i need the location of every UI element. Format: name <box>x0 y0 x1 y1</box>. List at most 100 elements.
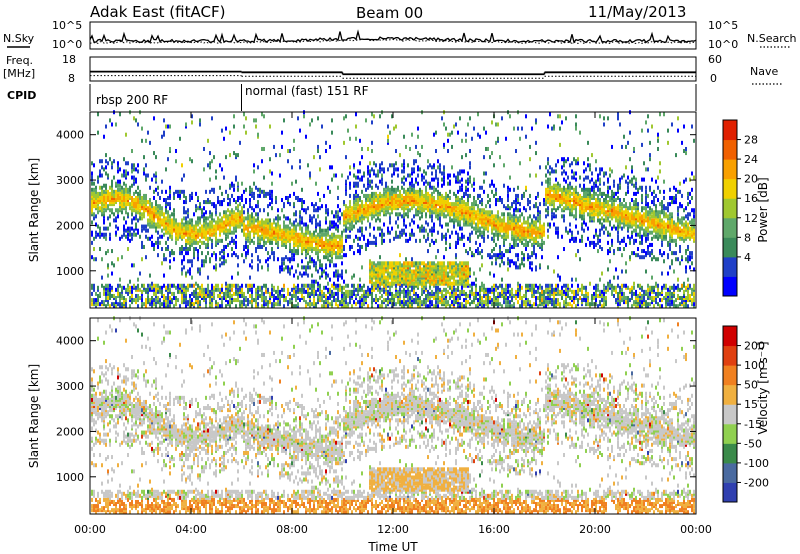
power-cell <box>461 273 463 278</box>
power-cell <box>499 195 501 200</box>
power-cell <box>99 191 101 196</box>
power-cell <box>91 298 93 303</box>
power-cell <box>363 193 365 198</box>
power-cell <box>121 304 123 309</box>
power-cell <box>287 224 289 229</box>
power-cell <box>461 234 463 239</box>
power-cell <box>257 220 259 225</box>
power-cell <box>429 163 431 168</box>
power-cell <box>445 222 447 227</box>
power-cell <box>281 240 283 245</box>
power-cell <box>421 267 423 272</box>
power-cell <box>131 263 133 268</box>
power-cell <box>261 287 263 292</box>
power-cell <box>231 287 233 292</box>
power-cell <box>361 302 363 307</box>
power-cell <box>145 202 147 207</box>
power-cell <box>281 130 283 135</box>
power-cell <box>349 216 351 221</box>
power-cell <box>255 289 257 294</box>
power-cell <box>443 302 445 307</box>
power-cell <box>115 189 117 194</box>
power-cell <box>435 269 437 274</box>
power-cell <box>201 293 203 298</box>
power-cell <box>383 193 385 198</box>
power-cell <box>443 214 445 219</box>
power-cell <box>245 224 247 229</box>
power-cell <box>349 222 351 227</box>
power-cell <box>139 234 141 239</box>
power-cell <box>431 232 433 237</box>
power-cell <box>289 244 291 249</box>
power-cell <box>401 198 403 203</box>
power-cell <box>417 173 419 178</box>
power-cell <box>501 234 503 239</box>
power-cell <box>95 191 97 196</box>
power-cell <box>401 202 403 207</box>
power-cell <box>449 242 451 247</box>
power-cell <box>393 202 395 207</box>
power-cell <box>183 265 185 270</box>
power-cell <box>359 244 361 249</box>
power-cell <box>369 212 371 217</box>
power-cell <box>277 240 279 245</box>
power-cell <box>475 230 477 235</box>
power-cell <box>323 269 325 274</box>
power-cell <box>433 224 435 229</box>
power-cell <box>397 195 399 200</box>
power-cell <box>495 242 497 247</box>
power-cell <box>283 226 285 231</box>
power-cell <box>209 236 211 241</box>
power-cell <box>435 208 437 213</box>
power-cell <box>319 220 321 225</box>
power-cell <box>461 283 463 288</box>
power-cell <box>191 195 193 200</box>
power-cell <box>187 269 189 274</box>
power-cell <box>403 261 405 266</box>
power-cell <box>439 216 441 221</box>
power-cell <box>501 291 503 296</box>
power-cell <box>477 247 479 252</box>
power-cell <box>187 259 189 264</box>
power-cell <box>399 296 401 301</box>
power-cell <box>397 204 399 209</box>
power-cell <box>97 175 99 180</box>
power-cell <box>465 296 467 301</box>
power-cell <box>473 220 475 225</box>
power-cell <box>363 293 365 298</box>
power-cell <box>157 240 159 245</box>
power-cell <box>271 193 273 198</box>
power-cell <box>431 263 433 268</box>
power-cell <box>281 230 283 235</box>
power-cell <box>361 177 363 182</box>
power-cell <box>295 304 297 309</box>
power-cell <box>451 267 453 272</box>
power-cell <box>357 214 359 219</box>
power-cell <box>373 298 375 303</box>
power-cell <box>287 216 289 221</box>
power-cell <box>183 228 185 233</box>
power-cell <box>299 240 301 245</box>
power-cell <box>109 157 111 162</box>
power-cell <box>117 291 119 296</box>
power-cell <box>383 212 385 217</box>
power-cell <box>221 289 223 294</box>
power-cell <box>263 283 265 288</box>
power-cell <box>337 214 339 219</box>
power-cell <box>445 275 447 280</box>
power-cell <box>335 273 337 278</box>
power-cell <box>129 238 131 243</box>
power-cell <box>255 118 257 123</box>
power-cell <box>157 224 159 229</box>
power-cell <box>319 291 321 296</box>
power-cell <box>145 298 147 303</box>
power-cell <box>155 177 157 182</box>
power-cell <box>399 200 401 205</box>
power-cell <box>447 175 449 180</box>
power-cell <box>379 202 381 207</box>
power-cell <box>383 167 385 172</box>
power-cell <box>175 220 177 225</box>
power-cell <box>301 259 303 264</box>
power-cell <box>175 228 177 233</box>
power-cell <box>453 173 455 178</box>
